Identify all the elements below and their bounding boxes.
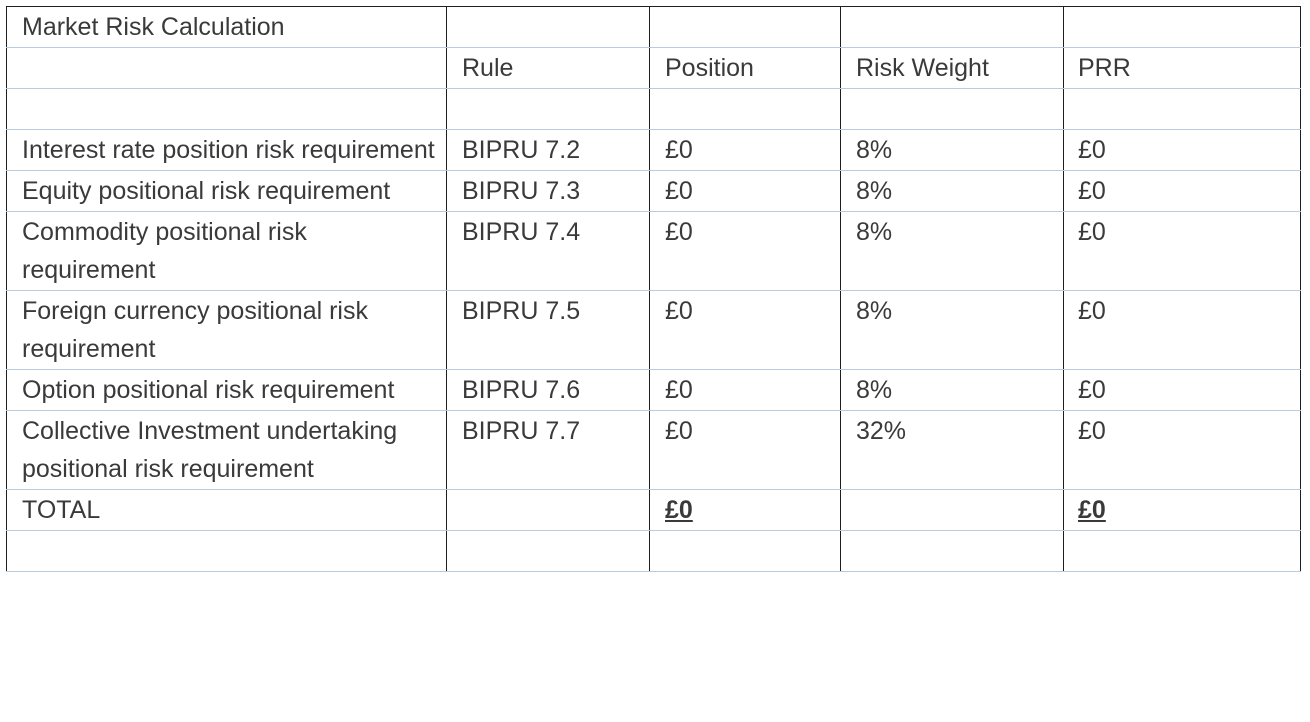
row-position: £0 <box>649 369 841 411</box>
row-position: £0 <box>649 170 841 212</box>
title-row: Market Risk Calculation <box>6 6 1301 48</box>
spacer-row <box>6 530 1301 572</box>
header-position: Position <box>649 47 841 89</box>
total-position: £0 <box>665 496 693 524</box>
row-rule: BIPRU 7.5 <box>446 290 650 370</box>
market-risk-table: Market Risk Calculation Rule Position Ri… <box>6 6 1301 572</box>
row-rule: BIPRU 7.6 <box>446 369 650 411</box>
row-position: £0 <box>649 290 841 370</box>
total-label: TOTAL <box>6 489 447 531</box>
row-prr: £0 <box>1063 369 1301 411</box>
row-risk-weight: 8% <box>840 211 1064 291</box>
table-row: Commodity positional risk requirement BI… <box>6 211 1301 291</box>
total-prr: £0 <box>1078 496 1106 524</box>
table-row: Equity positional risk requirement BIPRU… <box>6 170 1301 212</box>
header-row: Rule Position Risk Weight PRR <box>6 47 1301 89</box>
row-rule: BIPRU 7.3 <box>446 170 650 212</box>
row-label: Foreign currency positional risk require… <box>6 290 447 370</box>
row-rule: BIPRU 7.4 <box>446 211 650 291</box>
row-position: £0 <box>649 211 841 291</box>
row-label: Collective Investment undertaking positi… <box>6 410 447 490</box>
row-position: £0 <box>649 410 841 490</box>
table-row: Foreign currency positional risk require… <box>6 290 1301 370</box>
row-prr: £0 <box>1063 410 1301 490</box>
row-label: Commodity positional risk requirement <box>6 211 447 291</box>
row-risk-weight: 8% <box>840 129 1064 171</box>
row-prr: £0 <box>1063 290 1301 370</box>
row-risk-weight: 32% <box>840 410 1064 490</box>
row-risk-weight: 8% <box>840 170 1064 212</box>
header-risk-weight: Risk Weight <box>840 47 1064 89</box>
row-label: Equity positional risk requirement <box>6 170 447 212</box>
row-rule: BIPRU 7.7 <box>446 410 650 490</box>
row-risk-weight: 8% <box>840 290 1064 370</box>
table-title: Market Risk Calculation <box>6 6 447 48</box>
table-row: Interest rate position risk requirement … <box>6 129 1301 171</box>
row-label: Interest rate position risk requirement <box>6 129 447 171</box>
row-risk-weight: 8% <box>840 369 1064 411</box>
row-prr: £0 <box>1063 129 1301 171</box>
row-label: Option positional risk requirement <box>6 369 447 411</box>
table-row: Collective Investment undertaking positi… <box>6 410 1301 490</box>
spacer-row <box>6 88 1301 130</box>
row-position: £0 <box>649 129 841 171</box>
row-prr: £0 <box>1063 170 1301 212</box>
table-row: Option positional risk requirement BIPRU… <box>6 369 1301 411</box>
total-row: TOTAL £0 £0 <box>6 489 1301 531</box>
header-rule: Rule <box>446 47 650 89</box>
row-rule: BIPRU 7.2 <box>446 129 650 171</box>
header-prr: PRR <box>1063 47 1301 89</box>
row-prr: £0 <box>1063 211 1301 291</box>
